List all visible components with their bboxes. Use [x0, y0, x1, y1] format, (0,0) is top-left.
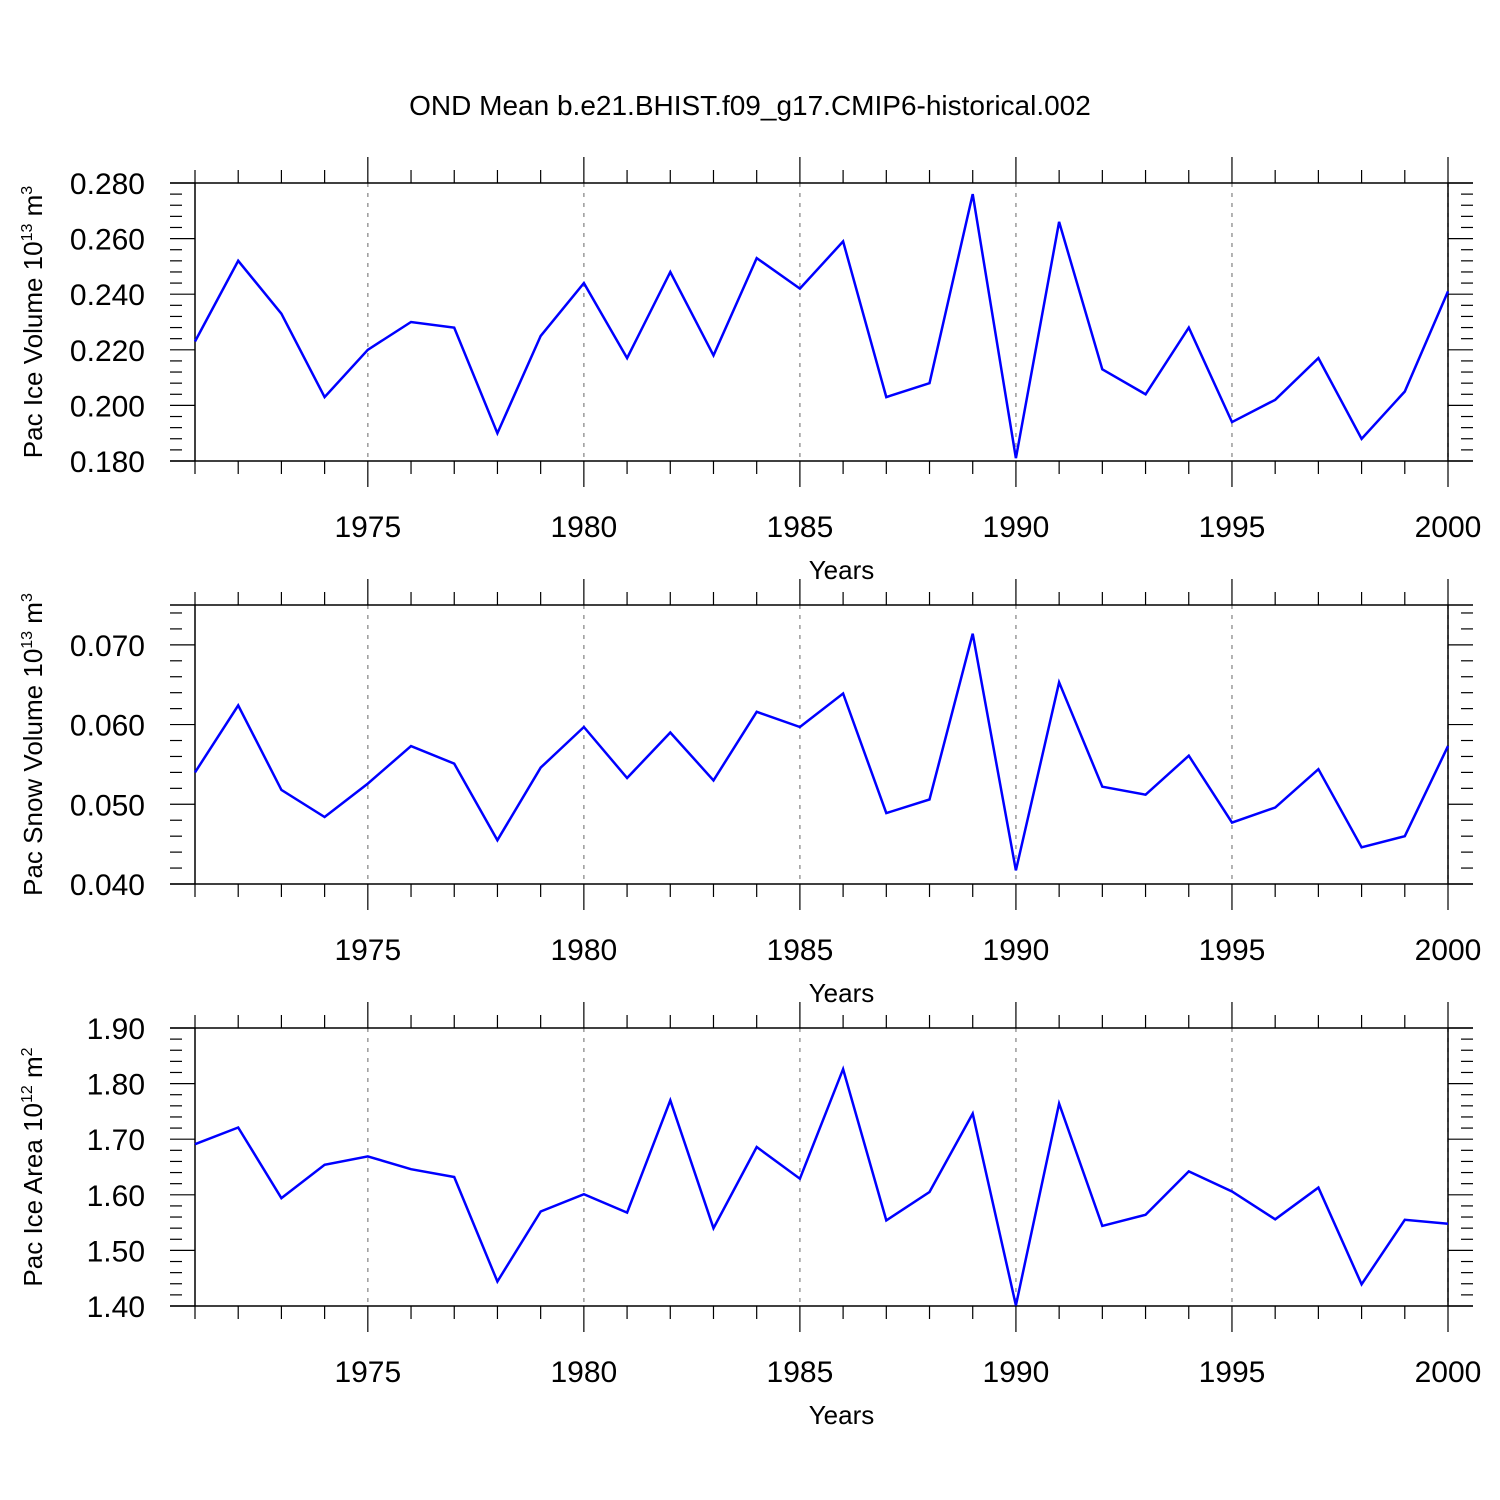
y-axis-label-base: Pac Ice Volume 10: [18, 241, 48, 458]
x-tick-label: 1985: [767, 934, 834, 967]
y-axis-label-base: Pac Snow Volume 10: [18, 649, 48, 896]
y-axis-label-base: Pac Ice Area 10: [18, 1103, 48, 1287]
x-tick-label: 1975: [334, 1356, 401, 1389]
y-tick-label: 0.050: [70, 789, 145, 822]
y-tick-label: 1.60: [87, 1180, 145, 1213]
x-tick-label: 1985: [767, 1356, 834, 1389]
series-line: [193, 193, 1450, 459]
y-axis-label-unit-exp: 3: [19, 186, 36, 195]
x-axis-label: Years: [809, 555, 875, 585]
chart-panel-3: 1975 1980 1985 1990 1995 2000 1.40 1.50 1.60 1.70…: [18, 1002, 1481, 1430]
y-tick-label: 1.40: [87, 1291, 145, 1324]
series-line: [194, 1065, 1449, 1306]
y-tick-label: 1.50: [87, 1235, 145, 1268]
y-tick-label: 0.070: [70, 630, 145, 663]
y-tick-label: 1.80: [87, 1069, 145, 1102]
x-tick-label: 2000: [1415, 934, 1482, 967]
y-tick-label: 0.040: [70, 869, 145, 902]
y-axis-label: Pac Snow Volume 1013 m3: [18, 593, 48, 896]
y-axis-label-exp: 13: [19, 631, 36, 649]
y-tick-label: 0.200: [70, 390, 145, 423]
x-tick-label: 2000: [1415, 511, 1482, 544]
y-tick-label: 0.280: [70, 168, 145, 201]
chart-panel-2: 1975 1980 1985 1990 1995 2000 0.040 0.050 0.060 0…: [18, 579, 1481, 1008]
y-tick-label: 0.260: [70, 224, 145, 257]
y-axis-label-unit: m: [18, 195, 48, 224]
y-axis-label-unit: m: [18, 602, 48, 631]
y-tick-label: 0.060: [70, 710, 145, 743]
y-axis-label: Pac Ice Area 1012 m2: [18, 1047, 48, 1286]
chart-panel-1: 1975 1980 1985 1990 1995 2000 0.180 0.200 0.220 0…: [18, 157, 1481, 585]
chart-title: OND Mean b.e21.BHIST.f09_g17.CMIP6-histo…: [409, 90, 1091, 121]
x-tick-label: 1995: [1199, 511, 1266, 544]
y-tick-label: 0.240: [70, 279, 145, 312]
y-tick-label: 1.90: [87, 1013, 145, 1046]
x-axis-label: Years: [809, 978, 875, 1008]
y-axis-label: Pac Ice Volume 1013 m3: [18, 186, 48, 459]
y-axis-label-unit: m: [18, 1056, 48, 1085]
x-tick-label: 1995: [1199, 934, 1266, 967]
y-tick-label: 0.180: [70, 446, 145, 479]
y-tick-label: 1.70: [87, 1124, 145, 1157]
x-tick-label: 1975: [334, 511, 401, 544]
x-tick-label: 1990: [983, 511, 1050, 544]
series-line: [193, 633, 1450, 871]
x-tick-label: 1975: [334, 934, 401, 967]
x-tick-label: 1980: [550, 1356, 617, 1389]
x-tick-label: 1995: [1199, 1356, 1266, 1389]
x-axis-label: Years: [809, 1400, 875, 1430]
x-tick-label: 1990: [983, 934, 1050, 967]
x-tick-label: 1980: [550, 934, 617, 967]
y-axis-label-unit-exp: 2: [19, 1047, 36, 1056]
x-tick-label: 2000: [1415, 1356, 1482, 1389]
y-axis-label-unit-exp: 3: [19, 593, 36, 602]
x-tick-label: 1990: [983, 1356, 1050, 1389]
x-tick-label: 1980: [550, 511, 617, 544]
x-tick-label: 1985: [767, 511, 834, 544]
y-axis-label-exp: 13: [19, 223, 36, 241]
y-tick-label: 0.220: [70, 335, 145, 368]
y-axis-label-exp: 12: [19, 1085, 36, 1103]
